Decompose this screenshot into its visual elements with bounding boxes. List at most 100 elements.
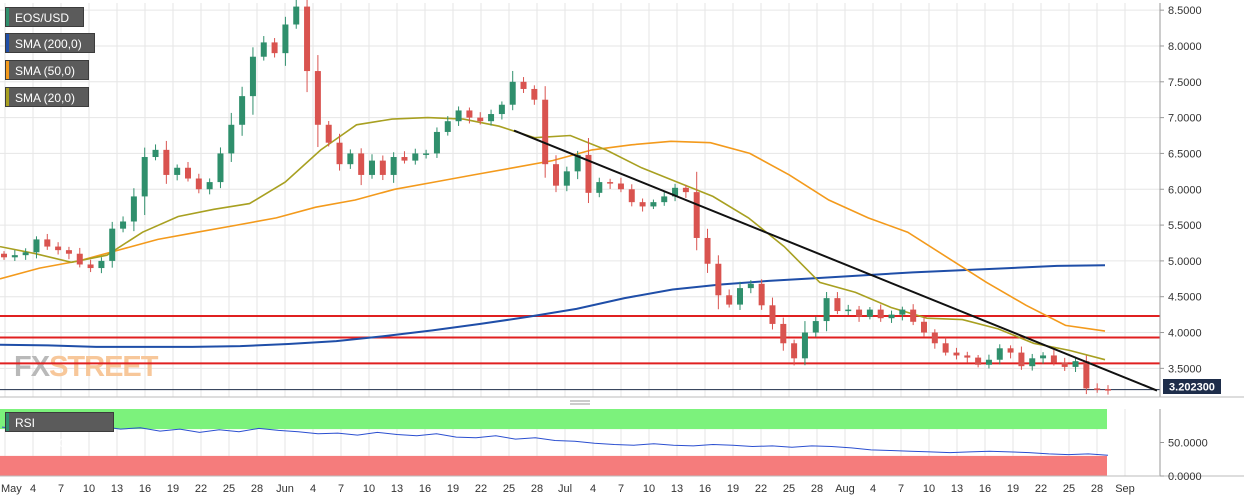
x-tick-label: May bbox=[1, 483, 22, 495]
candle-body bbox=[899, 309, 906, 315]
x-tick-label: 4 bbox=[870, 483, 876, 495]
candle bbox=[520, 77, 527, 93]
x-tick-label: 13 bbox=[951, 483, 963, 495]
candle-body bbox=[466, 110, 473, 118]
legend-sma50-swatch bbox=[6, 61, 9, 79]
candle bbox=[899, 306, 906, 321]
x-tick-label: 28 bbox=[1091, 483, 1103, 495]
candle-body bbox=[390, 157, 397, 175]
candle bbox=[87, 259, 94, 273]
rsi-tick-label: 50.0000 bbox=[1168, 438, 1208, 450]
candle bbox=[1061, 357, 1068, 371]
candle bbox=[336, 133, 343, 171]
panel-resize-handle[interactable] bbox=[570, 400, 590, 405]
candle bbox=[921, 317, 927, 337]
candle-body bbox=[964, 355, 971, 358]
candle-body bbox=[76, 253, 83, 265]
candle-body bbox=[704, 237, 711, 264]
candle bbox=[498, 101, 505, 120]
x-tick-label: 13 bbox=[111, 483, 123, 495]
x-tick-label: 16 bbox=[419, 483, 431, 495]
x-tick-label: Sep bbox=[1115, 483, 1135, 495]
fxstreet-watermark: FXSTREET bbox=[14, 351, 159, 383]
candle-body bbox=[1105, 389, 1111, 391]
x-tick-label: Aug bbox=[835, 483, 855, 495]
x-tick-label: 16 bbox=[979, 483, 991, 495]
candle-body bbox=[812, 321, 819, 333]
candle bbox=[531, 85, 538, 105]
x-tick-label: 19 bbox=[727, 483, 739, 495]
candle bbox=[477, 112, 484, 125]
candle-body bbox=[791, 343, 798, 359]
candle-body bbox=[769, 305, 776, 324]
candle-body bbox=[239, 96, 246, 125]
candle-body bbox=[423, 153, 430, 155]
candle bbox=[141, 147, 148, 216]
legend-sma50[interactable]: SMA (50,0) bbox=[5, 60, 89, 80]
candle bbox=[304, 0, 311, 93]
candle-body bbox=[455, 110, 462, 122]
legend-sma20[interactable]: SMA (20,0) bbox=[5, 87, 89, 107]
candle bbox=[282, 16, 289, 66]
candle bbox=[715, 255, 722, 310]
candle bbox=[55, 242, 62, 255]
candle-body bbox=[661, 196, 668, 203]
candle bbox=[249, 47, 256, 115]
candle-body bbox=[953, 352, 960, 356]
candle bbox=[228, 112, 235, 162]
candle bbox=[325, 121, 332, 147]
x-tick-label: 16 bbox=[139, 483, 151, 495]
candle bbox=[563, 166, 570, 192]
x-tick-label: 25 bbox=[1063, 483, 1075, 495]
rsi-tick-label: 0.0000 bbox=[1168, 471, 1202, 483]
x-tick-label: 25 bbox=[503, 483, 515, 495]
candle bbox=[1094, 383, 1101, 393]
candle bbox=[931, 329, 938, 349]
sma20-line bbox=[0, 116, 1106, 361]
legend-symbol[interactable]: EOS/USD bbox=[5, 7, 84, 27]
x-tick-label: 7 bbox=[618, 483, 624, 495]
candle-body bbox=[206, 182, 213, 190]
candle-body bbox=[639, 202, 646, 207]
candle bbox=[737, 281, 743, 310]
x-tick-label: 7 bbox=[58, 483, 64, 495]
candle-body bbox=[282, 24, 289, 54]
candle-body bbox=[488, 114, 495, 122]
candle-body bbox=[109, 228, 116, 261]
rsi-oversold-zone bbox=[0, 455, 1107, 476]
candle-body bbox=[607, 182, 614, 184]
watermark-street: STREET bbox=[49, 351, 159, 383]
candle-body bbox=[325, 124, 332, 143]
candle-body bbox=[22, 252, 29, 256]
candle bbox=[791, 339, 798, 366]
candle bbox=[866, 307, 873, 320]
candle bbox=[888, 310, 895, 323]
candle bbox=[682, 184, 689, 198]
candle bbox=[423, 149, 430, 159]
candle-body bbox=[1007, 348, 1014, 353]
candle bbox=[65, 246, 72, 260]
candle bbox=[693, 171, 700, 251]
last-price-tag: 3.202300 bbox=[1163, 379, 1221, 394]
candle bbox=[975, 355, 982, 368]
candle-body bbox=[975, 357, 982, 365]
y-tick-label: 7.0000 bbox=[1168, 113, 1202, 125]
candle-body bbox=[758, 283, 765, 306]
candle bbox=[801, 321, 808, 366]
x-tick-label: 25 bbox=[223, 483, 235, 495]
x-tick-label: 4 bbox=[30, 483, 36, 495]
candle-body bbox=[55, 246, 62, 251]
legend-rsi[interactable]: RSI (14,70,30,1) bbox=[5, 412, 114, 450]
candle-body bbox=[553, 164, 559, 186]
candle bbox=[152, 144, 159, 161]
candle-body bbox=[888, 314, 895, 319]
x-tick-label: Jun bbox=[276, 483, 294, 495]
x-tick-label: 10 bbox=[923, 483, 935, 495]
x-tick-label: 22 bbox=[475, 483, 487, 495]
legend-sma200[interactable]: SMA (200,0) bbox=[5, 33, 95, 53]
candle bbox=[856, 305, 863, 322]
candle-body bbox=[271, 42, 278, 54]
x-tick-label: 13 bbox=[391, 483, 403, 495]
candle-body bbox=[249, 56, 256, 97]
